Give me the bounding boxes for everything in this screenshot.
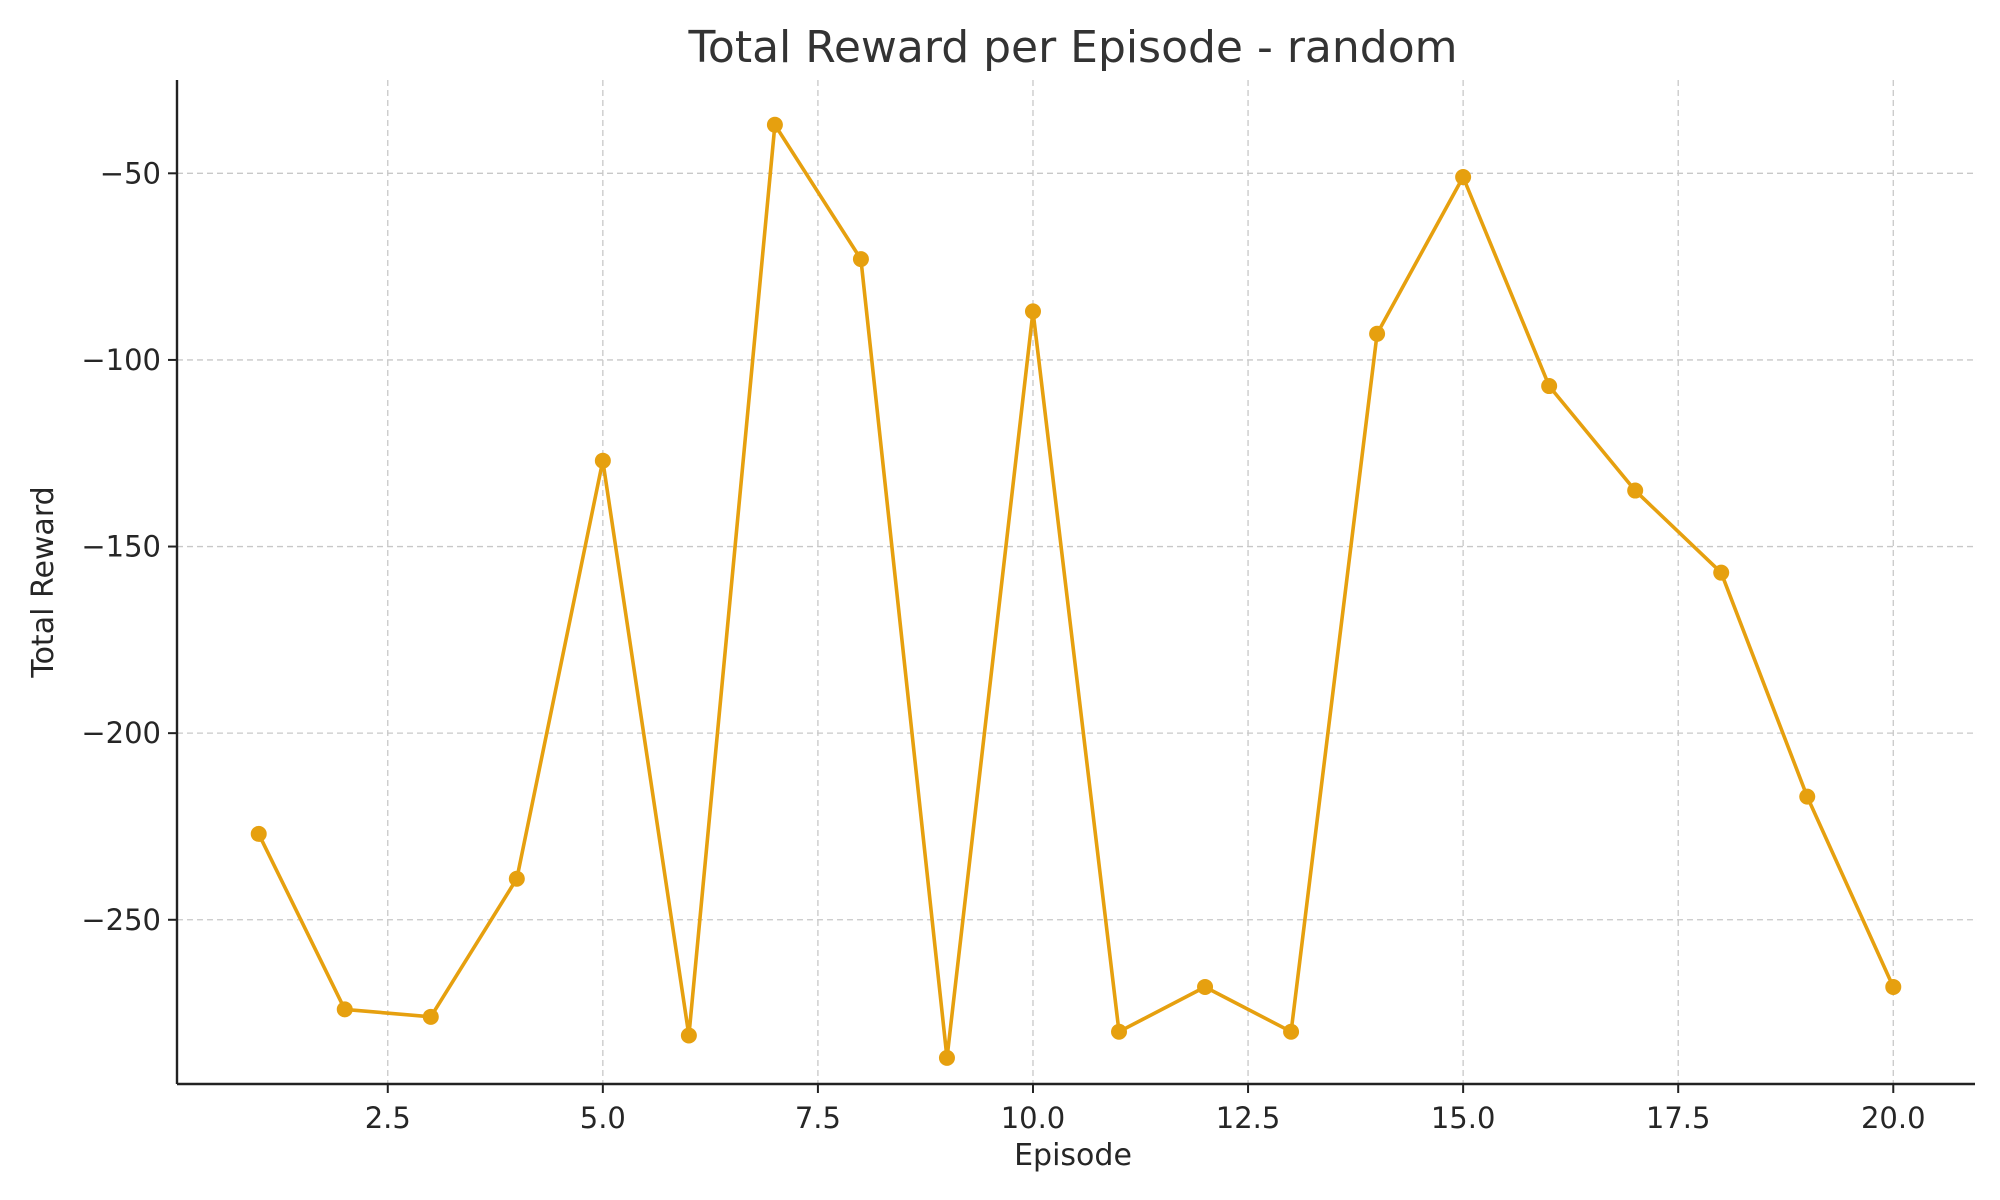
data-point [1369,325,1386,342]
y-tick-label: −250 [81,903,161,937]
data-point [1197,978,1214,995]
data-point [1283,1023,1300,1040]
x-tick-label: 7.5 [795,1101,841,1135]
data-point [594,452,611,469]
x-axis-label: Episode [1014,1138,1132,1173]
chart-title: Total Reward per Episode - random [688,22,1458,73]
data-point [1627,482,1644,499]
data-point [1024,303,1041,320]
x-tick-label: 17.5 [1646,1101,1711,1135]
y-tick-label: −150 [81,530,161,564]
data-point [1541,378,1558,395]
data-point [1111,1023,1128,1040]
data-point [422,1008,439,1025]
data-point [1713,564,1730,581]
x-tick-label: 20.0 [1861,1101,1926,1135]
x-tick-label: 10.0 [1001,1101,1066,1135]
data-point [1799,788,1816,805]
axes [175,80,1975,1086]
y-axis-ticks: −50 −100 −150 −200 −250 [81,156,177,937]
x-axis-ticks: 2.5 5.0 7.5 10.0 12.5 15.0 17.5 20.0 [365,1084,1926,1135]
y-tick-label: −100 [81,343,161,377]
data-point [852,251,869,268]
data-point [938,1049,955,1066]
data-point [336,1001,353,1018]
grid [177,80,1975,1084]
y-tick-label: −200 [81,716,161,750]
x-tick-label: 2.5 [365,1101,411,1135]
data-point [766,116,783,133]
data-point [1885,978,1902,995]
y-tick-label: −50 [100,156,161,190]
data-point [1455,169,1472,186]
data-point [508,870,525,887]
data-point [250,825,267,842]
y-axis-label: Total Reward [26,486,61,678]
series [250,116,1902,1066]
data-point [680,1027,697,1044]
x-tick-label: 12.5 [1216,1101,1281,1135]
series-line [257,123,1895,1060]
x-tick-label: 5.0 [580,1101,626,1135]
x-tick-label: 15.0 [1431,1101,1496,1135]
